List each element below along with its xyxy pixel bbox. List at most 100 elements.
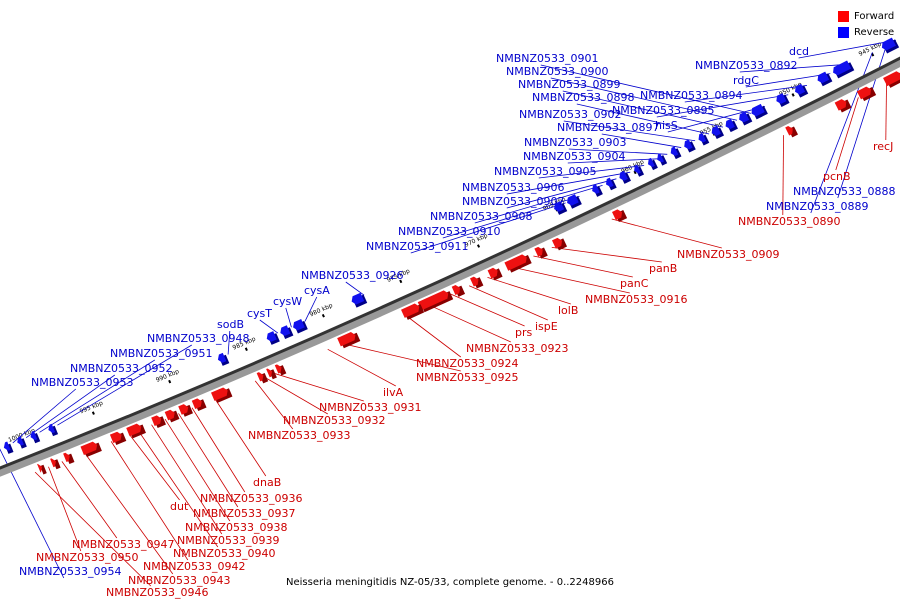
legend-forward: Forward — [838, 8, 894, 24]
gene-label-nmbnz0533-0940: NMBNZ0533_0940 — [173, 547, 276, 560]
leader-line — [568, 148, 668, 155]
leader-line — [273, 372, 364, 402]
gene-label-nmbnz0533-0897: NMBNZ0533_0897 — [557, 121, 660, 134]
leader-line — [254, 380, 294, 430]
gene-label-sodb: sodB — [217, 318, 244, 331]
leader-line — [576, 103, 710, 135]
leader-line — [739, 63, 850, 73]
gene-label-rdgc: rdgC — [733, 74, 759, 87]
reverse-gene-block — [647, 157, 658, 171]
gene-label-nmbnz0533-0916: NMBNZ0533_0916 — [585, 293, 688, 306]
leader-line — [327, 348, 396, 387]
forward-gene-block — [883, 71, 900, 88]
leader-line — [468, 285, 548, 321]
scale-tick: 995 kbp — [79, 400, 104, 416]
gene-label-cysa: cysA — [304, 284, 330, 297]
gene-label-nmbnz0533-0939: NMBNZ0533_0939 — [177, 534, 280, 547]
leader-line — [57, 344, 193, 426]
leader-line — [506, 178, 617, 209]
gene-label-nmbnz0533-0895: NMBNZ0533_0895 — [612, 104, 715, 117]
forward-swatch — [838, 10, 849, 22]
gene-label-nmbnz0533-0906: NMBNZ0533_0906 — [462, 181, 565, 194]
reverse-gene-block — [554, 201, 568, 215]
forward-gene-block — [337, 332, 361, 349]
leader-line — [611, 218, 722, 249]
gene-label-dut: dut — [170, 500, 189, 513]
gene-label-nmbnz0533-0936: NMBNZ0533_0936 — [200, 492, 303, 505]
leader-line — [667, 106, 766, 133]
legend-reverse: Reverse — [838, 24, 894, 40]
reverse-gene-block — [776, 93, 790, 107]
leader-line — [601, 133, 682, 148]
gene-label-pcnb: pcnB — [823, 170, 851, 183]
reverse-gene-block — [30, 430, 41, 444]
gene-label-nmbnz0533-0950: NMBNZ0533_0950 — [36, 551, 139, 564]
gene-label-nmbnz0533-0888: NMBNZ0533_0888 — [793, 185, 896, 198]
leader-line — [745, 73, 831, 88]
gene-label-nmbnz0533-0901: NMBNZ0533_0901 — [496, 52, 599, 65]
leader-line — [533, 255, 633, 278]
gene-blocks — [0, 37, 900, 475]
leader-line — [404, 314, 462, 358]
reverse-gene-block — [567, 194, 582, 209]
label-leader-lines — [0, 39, 896, 587]
leader-line — [178, 413, 239, 508]
gene-label-ispe: ispE — [535, 320, 558, 333]
leader-line — [510, 266, 630, 294]
forward-gene-block — [534, 246, 548, 259]
gene-label-nmbnz0533-0907: NMBNZ0533_0907 — [462, 195, 565, 208]
gene-label-cyst: cysT — [247, 307, 272, 320]
leader-line — [128, 433, 180, 501]
leader-line — [487, 276, 571, 305]
gene-label-nmbnz0533-0890: NMBNZ0533_0890 — [738, 215, 841, 228]
leader-line — [506, 171, 631, 195]
leader-line — [61, 461, 118, 539]
forward-gene-block — [211, 387, 233, 403]
reverse-gene-block — [266, 331, 280, 345]
gene-label-prs: prs — [515, 326, 533, 339]
forward-gene-block — [504, 254, 532, 273]
reverse-gene-block — [17, 436, 27, 449]
reverse-gene-block — [684, 139, 696, 153]
forward-gene-block — [274, 364, 287, 376]
gene-label-nmbnz0533-0925: NMBNZ0533_0925 — [416, 371, 519, 384]
forward-gene-block — [856, 86, 877, 102]
leader-line — [264, 376, 329, 415]
reverse-gene-block — [739, 111, 753, 126]
reverse-gene-block — [619, 170, 631, 184]
scale-tick-label: 980 kbp — [309, 302, 334, 318]
leader-line — [538, 165, 645, 179]
gene-label-nmbnz0533-0954: NMBNZ0533_0954 — [19, 565, 122, 578]
forward-gene-block — [785, 125, 798, 138]
reverse-gene-block — [657, 153, 668, 166]
leader-line — [259, 319, 279, 334]
leader-line — [684, 85, 807, 103]
gene-label-lolb: lolB — [558, 304, 578, 317]
leader-line — [551, 247, 662, 263]
leader-line — [12, 388, 77, 444]
legend: Forward Reverse — [838, 8, 894, 40]
gene-label-nmbnz0533-0951: NMBNZ0533_0951 — [110, 347, 213, 360]
gene-label-nmbnz0533-0926: NMBNZ0533_0926 — [301, 269, 404, 282]
forward-gene-block — [266, 368, 277, 380]
forward-gene-block — [451, 285, 466, 297]
leader-line — [885, 83, 887, 141]
leader-line — [164, 418, 231, 522]
leader-line — [34, 471, 152, 587]
gene-label-panc: panC — [620, 277, 649, 290]
leader-line — [427, 304, 511, 343]
gene-label-nmbnz0533-0904: NMBNZ0533_0904 — [523, 150, 626, 163]
leader-line — [540, 64, 752, 114]
leader-line — [39, 359, 156, 433]
leader-line — [137, 430, 219, 548]
legend-forward-label: Forward — [854, 10, 895, 22]
reverse-gene-block — [670, 146, 682, 160]
leader-line — [410, 202, 566, 254]
leader-line — [567, 158, 659, 164]
reverse-gene-block — [217, 352, 230, 366]
forward-gene-block — [178, 404, 194, 417]
reverse-gene-block — [592, 184, 603, 197]
reverse-swatch — [838, 26, 849, 38]
forward-gene-block — [50, 458, 61, 470]
leader-line — [151, 424, 223, 535]
